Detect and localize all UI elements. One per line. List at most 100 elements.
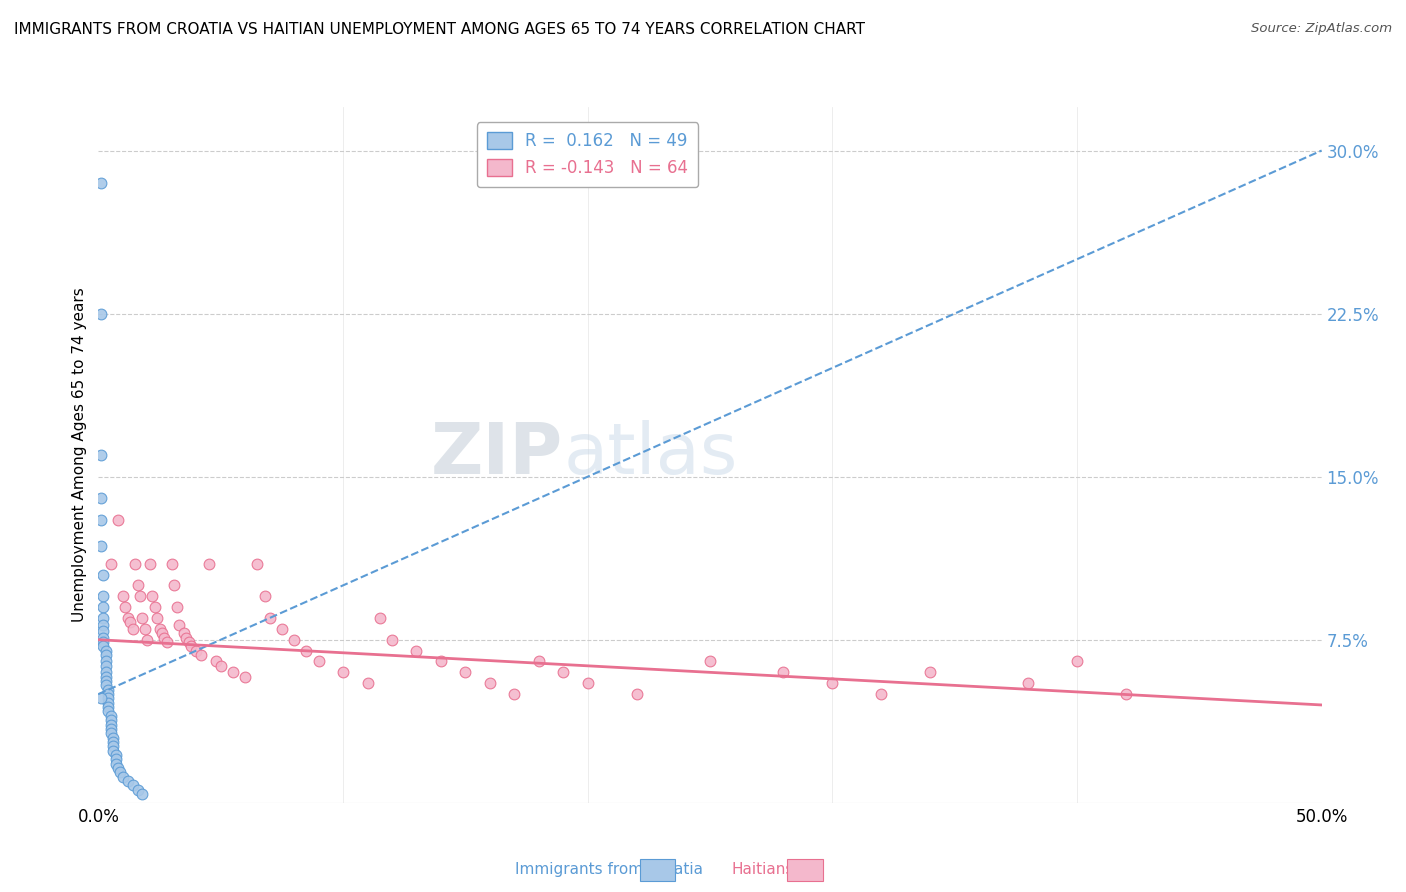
Point: [136, 632, 159, 647]
Y-axis label: Unemployment Among Ages 65 to 74 years: Unemployment Among Ages 65 to 74 years: [72, 287, 87, 623]
Point: [100, 708, 122, 723]
Point: [190, 648, 212, 662]
Point: [259, 611, 281, 625]
Point: [121, 622, 143, 636]
Point: [283, 632, 305, 647]
Point: [205, 655, 228, 669]
Point: [1066, 655, 1088, 669]
Point: [120, 615, 142, 630]
Point: [478, 676, 501, 690]
Point: [94, 655, 117, 669]
Point: [121, 778, 143, 792]
Point: [90, 691, 112, 706]
Point: [134, 622, 156, 636]
Point: [253, 589, 276, 603]
Text: IMMIGRANTS FROM CROATIA VS HAITIAN UNEMPLOYMENT AMONG AGES 65 TO 74 YEARS CORREL: IMMIGRANTS FROM CROATIA VS HAITIAN UNEMP…: [14, 22, 865, 37]
Point: [197, 557, 219, 571]
Point: [114, 600, 136, 615]
Point: [821, 676, 844, 690]
Point: [100, 717, 122, 731]
Point: [356, 676, 378, 690]
Point: [101, 735, 124, 749]
Point: [91, 567, 114, 582]
Point: [131, 787, 153, 801]
Point: [111, 770, 134, 784]
Point: [91, 611, 114, 625]
Point: [117, 611, 139, 625]
Point: [124, 557, 146, 571]
Point: [160, 557, 183, 571]
Point: [332, 665, 354, 680]
Point: [176, 631, 198, 645]
Point: [233, 670, 256, 684]
Point: [91, 631, 114, 645]
Point: [91, 624, 114, 638]
Point: [503, 687, 526, 701]
Point: [129, 589, 152, 603]
Point: [626, 687, 648, 701]
Point: [173, 626, 195, 640]
Point: [107, 761, 129, 775]
Point: [97, 687, 120, 701]
Point: [166, 600, 188, 615]
Text: Source: ZipAtlas.com: Source: ZipAtlas.com: [1251, 22, 1392, 36]
Point: [91, 635, 114, 649]
Point: [131, 611, 153, 625]
Point: [127, 578, 149, 592]
Point: [104, 747, 127, 762]
Point: [167, 617, 190, 632]
Point: [699, 655, 721, 669]
Point: [100, 557, 122, 571]
Point: [91, 617, 114, 632]
Point: [97, 705, 120, 719]
Point: [90, 307, 112, 321]
Point: [153, 631, 176, 645]
Point: [920, 665, 942, 680]
Point: [156, 635, 179, 649]
Legend: R =  0.162   N = 49, R = -0.143   N = 64: R = 0.162 N = 49, R = -0.143 N = 64: [477, 122, 699, 187]
Point: [97, 682, 120, 697]
Point: [91, 600, 114, 615]
Point: [177, 635, 200, 649]
Point: [104, 752, 127, 766]
Point: [143, 600, 166, 615]
Point: [246, 557, 269, 571]
Point: [91, 639, 114, 653]
Point: [870, 687, 893, 701]
Point: [295, 643, 318, 657]
Point: [97, 691, 120, 706]
Point: [222, 665, 245, 680]
Point: [104, 756, 127, 771]
Point: [90, 176, 112, 190]
Point: [308, 655, 330, 669]
Point: [107, 513, 129, 527]
Point: [150, 626, 173, 640]
Point: [454, 665, 477, 680]
Point: [180, 639, 202, 653]
Text: Immigrants from Croatia: Immigrants from Croatia: [515, 863, 703, 877]
Point: [186, 643, 208, 657]
Point: [553, 665, 575, 680]
Point: [90, 539, 112, 553]
Point: [209, 658, 232, 673]
Point: [101, 744, 124, 758]
Point: [100, 722, 122, 736]
Point: [91, 589, 114, 603]
Point: [270, 622, 294, 636]
Point: [381, 632, 404, 647]
Point: [127, 782, 149, 797]
Point: [97, 696, 120, 710]
Point: [146, 611, 169, 625]
Point: [101, 739, 124, 754]
Point: [94, 648, 117, 662]
Point: [576, 676, 599, 690]
Point: [368, 611, 391, 625]
Point: [1017, 676, 1039, 690]
Point: [94, 678, 117, 692]
Point: [139, 557, 162, 571]
Text: Haitians: Haitians: [731, 863, 793, 877]
Point: [149, 622, 172, 636]
Text: atlas: atlas: [564, 420, 738, 490]
Point: [405, 643, 427, 657]
Text: ZIP: ZIP: [432, 420, 564, 490]
